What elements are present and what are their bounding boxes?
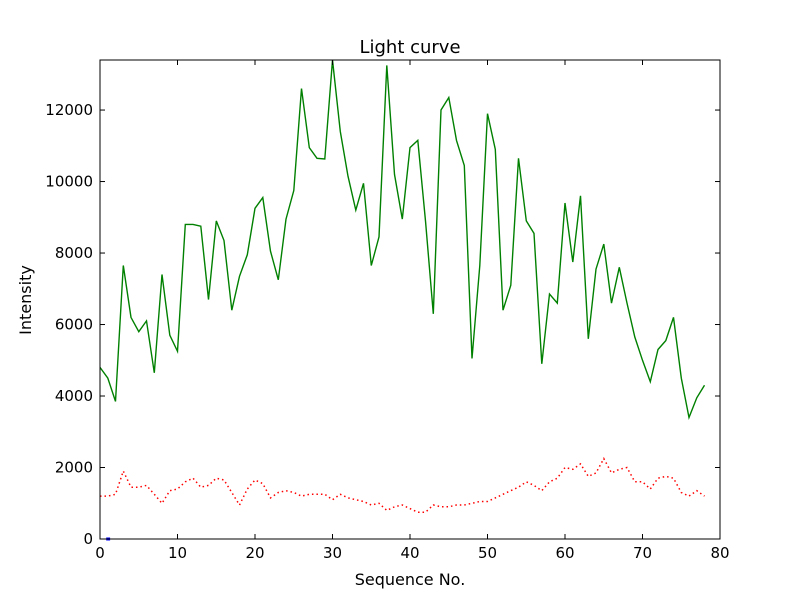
axes-frame [99, 59, 721, 540]
y-tick-label: 8000 [55, 244, 93, 262]
x-tick-label: 50 [478, 544, 497, 562]
y-axis-label: Intensity [16, 265, 35, 335]
x-axis-label: Sequence No. [355, 570, 466, 589]
y-tick-label: 4000 [55, 387, 93, 405]
x-tick-label: 20 [245, 544, 264, 562]
x-tick-label: 80 [710, 544, 729, 562]
y-tick-label: 0 [83, 530, 93, 548]
chart-title: Light curve [359, 37, 460, 58]
x-tick-label: 70 [633, 544, 652, 562]
y-tick-label: 2000 [55, 459, 93, 477]
series-red-line [100, 457, 705, 513]
y-tick-label: 10000 [45, 173, 93, 191]
x-tick-label: 30 [323, 544, 342, 562]
x-tick-label: 0 [95, 544, 105, 562]
series-green-line [99, 59, 706, 420]
x-tick-label: 40 [400, 544, 419, 562]
x-tick-label: 10 [168, 544, 187, 562]
y-tick-label: 6000 [55, 316, 93, 334]
y-tick-label: 12000 [45, 101, 93, 119]
x-tick-label: 60 [555, 544, 574, 562]
